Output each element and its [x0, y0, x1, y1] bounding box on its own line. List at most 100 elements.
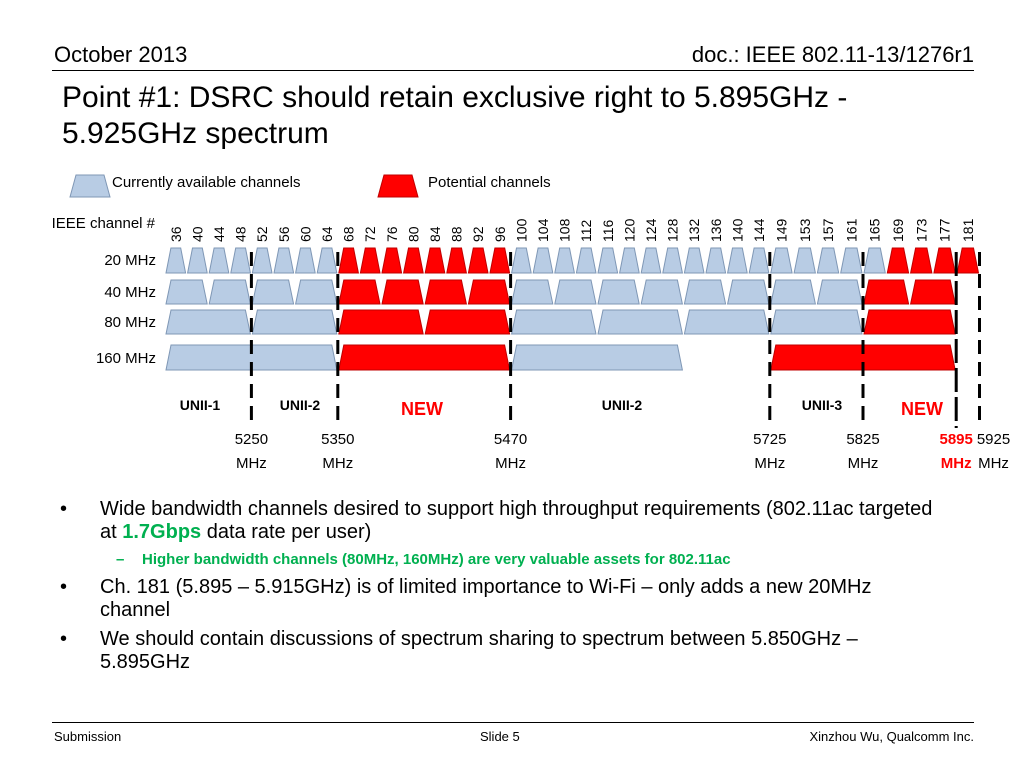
channel-number: 116	[600, 219, 616, 242]
slide-title-line-2: 5.925GHz spectrum	[62, 117, 329, 150]
channel-allocation-diagram: Currently available channels Potential c…	[52, 174, 1011, 472]
band-label: UNII-2	[280, 397, 321, 413]
potential-channel	[956, 247, 980, 274]
frequency-value: 5725	[753, 431, 786, 448]
bullet-highlight-text: Higher bandwidth channels (80MHz, 160MHz…	[142, 551, 731, 568]
bullet-text: data rate per user)	[201, 521, 372, 543]
legend-available-swatch	[69, 174, 111, 198]
frequency-unit: MHz	[322, 455, 353, 472]
bullet-marker: •	[60, 628, 68, 650]
channel-number: 136	[708, 218, 724, 242]
band-label: UNII-3	[802, 397, 843, 413]
legend: Currently available channels Potential c…	[69, 174, 551, 198]
frequency-unit: MHz	[978, 455, 1009, 472]
bullet-highlight-text: 1.7Gbps	[122, 521, 202, 543]
available-channel	[618, 247, 640, 274]
frequency-value: 5825	[846, 431, 879, 448]
potential-channel	[909, 279, 956, 305]
header-rule	[52, 70, 974, 71]
channel-number: 48	[233, 226, 249, 242]
available-channel	[251, 279, 295, 305]
available-channel	[597, 309, 684, 335]
channel-number: 157	[820, 218, 836, 242]
channel-number: 84	[427, 226, 443, 242]
channel-number-header: IEEE channel #	[52, 215, 156, 232]
bullet-text: We should contain discussions of spectru…	[100, 628, 858, 673]
available-channel	[683, 279, 727, 305]
channel-number: 144	[751, 218, 767, 242]
bandwidth-rows	[165, 247, 980, 371]
available-channel	[793, 247, 817, 274]
potential-channel	[338, 309, 424, 335]
band-label: UNII-1	[180, 397, 221, 413]
bullet-marker: •	[60, 498, 68, 520]
potential-channel	[489, 247, 511, 274]
available-channel	[840, 247, 863, 274]
header-doc-id: doc.: IEEE 802.11-13/1276r1	[691, 42, 974, 67]
available-channel	[251, 247, 273, 274]
bandwidth-row-label: 160 MHz	[96, 350, 156, 367]
available-channel	[510, 309, 597, 335]
potential-channel	[467, 279, 511, 305]
frequency-unit: MHz	[941, 455, 972, 472]
slide-title-line-1: Point #1: DSRC should retain exclusive r…	[62, 81, 848, 114]
bandwidth-row-labels: 20 MHz 40 MHz 80 MHz 160 MHz	[96, 252, 156, 367]
channel-number: 165	[867, 218, 883, 242]
channel-number: 153	[797, 218, 813, 242]
bullet-marker: •	[60, 576, 68, 598]
potential-channel	[338, 344, 511, 371]
available-channel	[510, 279, 554, 305]
channel-number: 132	[686, 218, 702, 242]
frequency-unit: MHz	[848, 455, 879, 472]
bullet-list: • Wide bandwidth channels desired to supp…	[60, 498, 940, 680]
available-channel	[597, 279, 640, 305]
channel-number: 64	[319, 226, 335, 242]
available-channel	[726, 247, 748, 274]
potential-channel	[424, 309, 511, 335]
bandwidth-row	[165, 279, 956, 305]
frequency-markers: 5250 MHz 5350 MHz 5470 MHz 5725 MHz 5825 MHz 5895 M…	[235, 431, 1010, 472]
available-channel	[165, 344, 338, 371]
available-channel	[770, 247, 793, 274]
bullet-text: Ch. 181 (5.895 – 5.915GHz) is of limited…	[100, 576, 872, 621]
potential-channel	[424, 247, 446, 274]
channel-number: 128	[665, 218, 681, 242]
bullet-item: • Ch. 181 (5.895 – 5.915GHz) is of limite…	[60, 576, 940, 622]
band-label: UNII-2	[602, 397, 643, 413]
available-channel	[532, 247, 554, 274]
bullet-marker: –	[116, 551, 125, 568]
frequency-value: 5250	[235, 431, 268, 448]
channel-number: 120	[621, 218, 637, 242]
potential-channel	[424, 279, 468, 305]
header-date: October 2013	[54, 42, 188, 67]
available-channel	[165, 247, 187, 274]
channel-number: 68	[341, 226, 357, 242]
available-channel	[640, 247, 662, 274]
frequency-unit: MHz	[754, 455, 785, 472]
potential-channel	[402, 247, 424, 274]
available-channel	[575, 247, 597, 274]
bandwidth-row	[165, 309, 956, 335]
footer-author: Xinzhou Wu, Qualcomm Inc.	[809, 729, 975, 744]
frequency-unit: MHz	[495, 455, 526, 472]
channel-number: 161	[843, 218, 859, 242]
legend-potential-label: Potential channels	[428, 174, 551, 191]
slide-title: Point #1: DSRC should retain exclusive r…	[62, 80, 942, 152]
available-channel	[748, 247, 770, 274]
available-channel	[597, 247, 619, 274]
available-channel	[165, 279, 208, 305]
potential-channel	[909, 247, 933, 274]
frequency-value: 5925	[977, 431, 1010, 448]
channel-number: 76	[384, 226, 400, 242]
potential-channel	[338, 279, 381, 305]
potential-channel	[770, 344, 956, 371]
available-channel	[510, 344, 684, 371]
bullet-item: • Wide bandwidth channels desired to supp…	[60, 498, 940, 544]
frequency-unit: MHz	[236, 455, 267, 472]
channel-number: 60	[297, 226, 313, 242]
available-channel	[316, 247, 338, 274]
channel-number: 72	[362, 226, 378, 242]
bandwidth-row-label: 20 MHz	[104, 252, 156, 269]
channel-numbers: 36 40 44 48 52 56 60 64 68 72 76 80 84 88 92 96 100 104 10…	[168, 218, 976, 242]
potential-channel	[933, 247, 956, 274]
